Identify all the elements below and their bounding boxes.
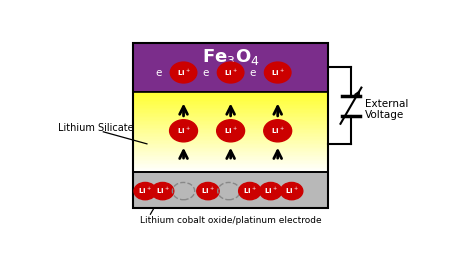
Bar	[133, 120, 328, 121]
Bar	[133, 117, 328, 118]
Text: Li$^+$: Li$^+$	[138, 186, 152, 196]
Ellipse shape	[280, 182, 303, 200]
Text: Li$^+$: Li$^+$	[271, 67, 285, 78]
Bar	[133, 151, 328, 152]
Text: Li$^+$: Li$^+$	[176, 67, 190, 78]
Text: Li$^+$: Li$^+$	[176, 126, 190, 136]
Bar	[133, 101, 328, 102]
Bar	[133, 133, 328, 134]
Ellipse shape	[217, 62, 244, 83]
Bar	[133, 122, 328, 124]
Text: Lithium cobalt oxide/platinum electrode: Lithium cobalt oxide/platinum electrode	[140, 216, 322, 225]
Bar	[133, 116, 328, 117]
Bar	[133, 110, 328, 112]
Bar	[133, 92, 328, 93]
Bar	[133, 167, 328, 168]
Text: Li$^+$: Li$^+$	[285, 186, 299, 196]
Bar	[133, 118, 328, 120]
Text: Lithium Silicate: Lithium Silicate	[58, 123, 134, 133]
Bar	[133, 129, 328, 130]
Bar	[133, 43, 328, 92]
Bar	[133, 125, 328, 126]
Ellipse shape	[264, 120, 292, 142]
Bar	[133, 106, 328, 108]
Bar	[133, 104, 328, 105]
Bar	[133, 152, 328, 153]
Ellipse shape	[170, 120, 198, 142]
Bar	[133, 165, 328, 167]
Bar	[133, 94, 328, 96]
Bar	[133, 153, 328, 155]
Bar	[133, 130, 328, 132]
Bar	[133, 144, 328, 145]
Text: External
Voltage: External Voltage	[365, 99, 408, 121]
Bar	[133, 124, 328, 125]
Bar	[133, 108, 328, 109]
Bar	[133, 132, 328, 133]
Ellipse shape	[170, 62, 197, 83]
Bar	[133, 137, 328, 139]
Text: Li$^+$: Li$^+$	[156, 186, 170, 196]
Ellipse shape	[260, 182, 282, 200]
Bar	[133, 112, 328, 113]
Text: Fe$_3$O$_4$: Fe$_3$O$_4$	[202, 48, 260, 67]
Bar	[133, 161, 328, 163]
Bar	[133, 169, 328, 171]
Text: Li$^+$: Li$^+$	[201, 186, 215, 196]
Bar	[133, 114, 328, 116]
Bar	[133, 102, 328, 104]
Text: Li$^+$: Li$^+$	[271, 126, 285, 136]
Bar	[133, 159, 328, 160]
Bar	[133, 93, 328, 94]
Bar	[133, 113, 328, 114]
Text: Li$^+$: Li$^+$	[224, 126, 238, 136]
Bar	[133, 98, 328, 100]
Text: e: e	[155, 68, 162, 78]
Bar	[133, 43, 328, 208]
Bar	[133, 100, 328, 101]
Bar	[133, 139, 328, 140]
Text: Li$^+$: Li$^+$	[224, 67, 238, 78]
Bar	[133, 155, 328, 156]
Bar	[133, 140, 328, 141]
Bar	[133, 109, 328, 110]
Bar	[133, 121, 328, 122]
Bar	[133, 149, 328, 151]
Bar	[133, 126, 328, 128]
Bar	[133, 136, 328, 137]
Bar	[133, 128, 328, 129]
Bar	[133, 156, 328, 157]
Text: e: e	[249, 68, 256, 78]
Ellipse shape	[238, 182, 261, 200]
Bar	[133, 168, 328, 169]
Bar	[133, 97, 328, 98]
Bar	[133, 143, 328, 144]
Bar	[133, 157, 328, 159]
Ellipse shape	[134, 182, 156, 200]
Bar	[133, 105, 328, 106]
Text: Li$^+$: Li$^+$	[243, 186, 257, 196]
Bar	[133, 146, 328, 148]
Ellipse shape	[152, 182, 174, 200]
Bar	[133, 92, 328, 172]
Bar	[133, 148, 328, 149]
Ellipse shape	[265, 62, 291, 83]
Bar	[133, 163, 328, 164]
Bar	[133, 160, 328, 161]
Bar	[133, 96, 328, 97]
Text: Li$^+$: Li$^+$	[264, 186, 278, 196]
Bar	[133, 172, 328, 208]
Ellipse shape	[197, 182, 219, 200]
Bar	[133, 145, 328, 146]
Bar	[133, 164, 328, 165]
Text: e: e	[202, 68, 209, 78]
Ellipse shape	[217, 120, 245, 142]
Bar	[133, 141, 328, 143]
Bar	[133, 171, 328, 172]
Bar	[133, 134, 328, 136]
